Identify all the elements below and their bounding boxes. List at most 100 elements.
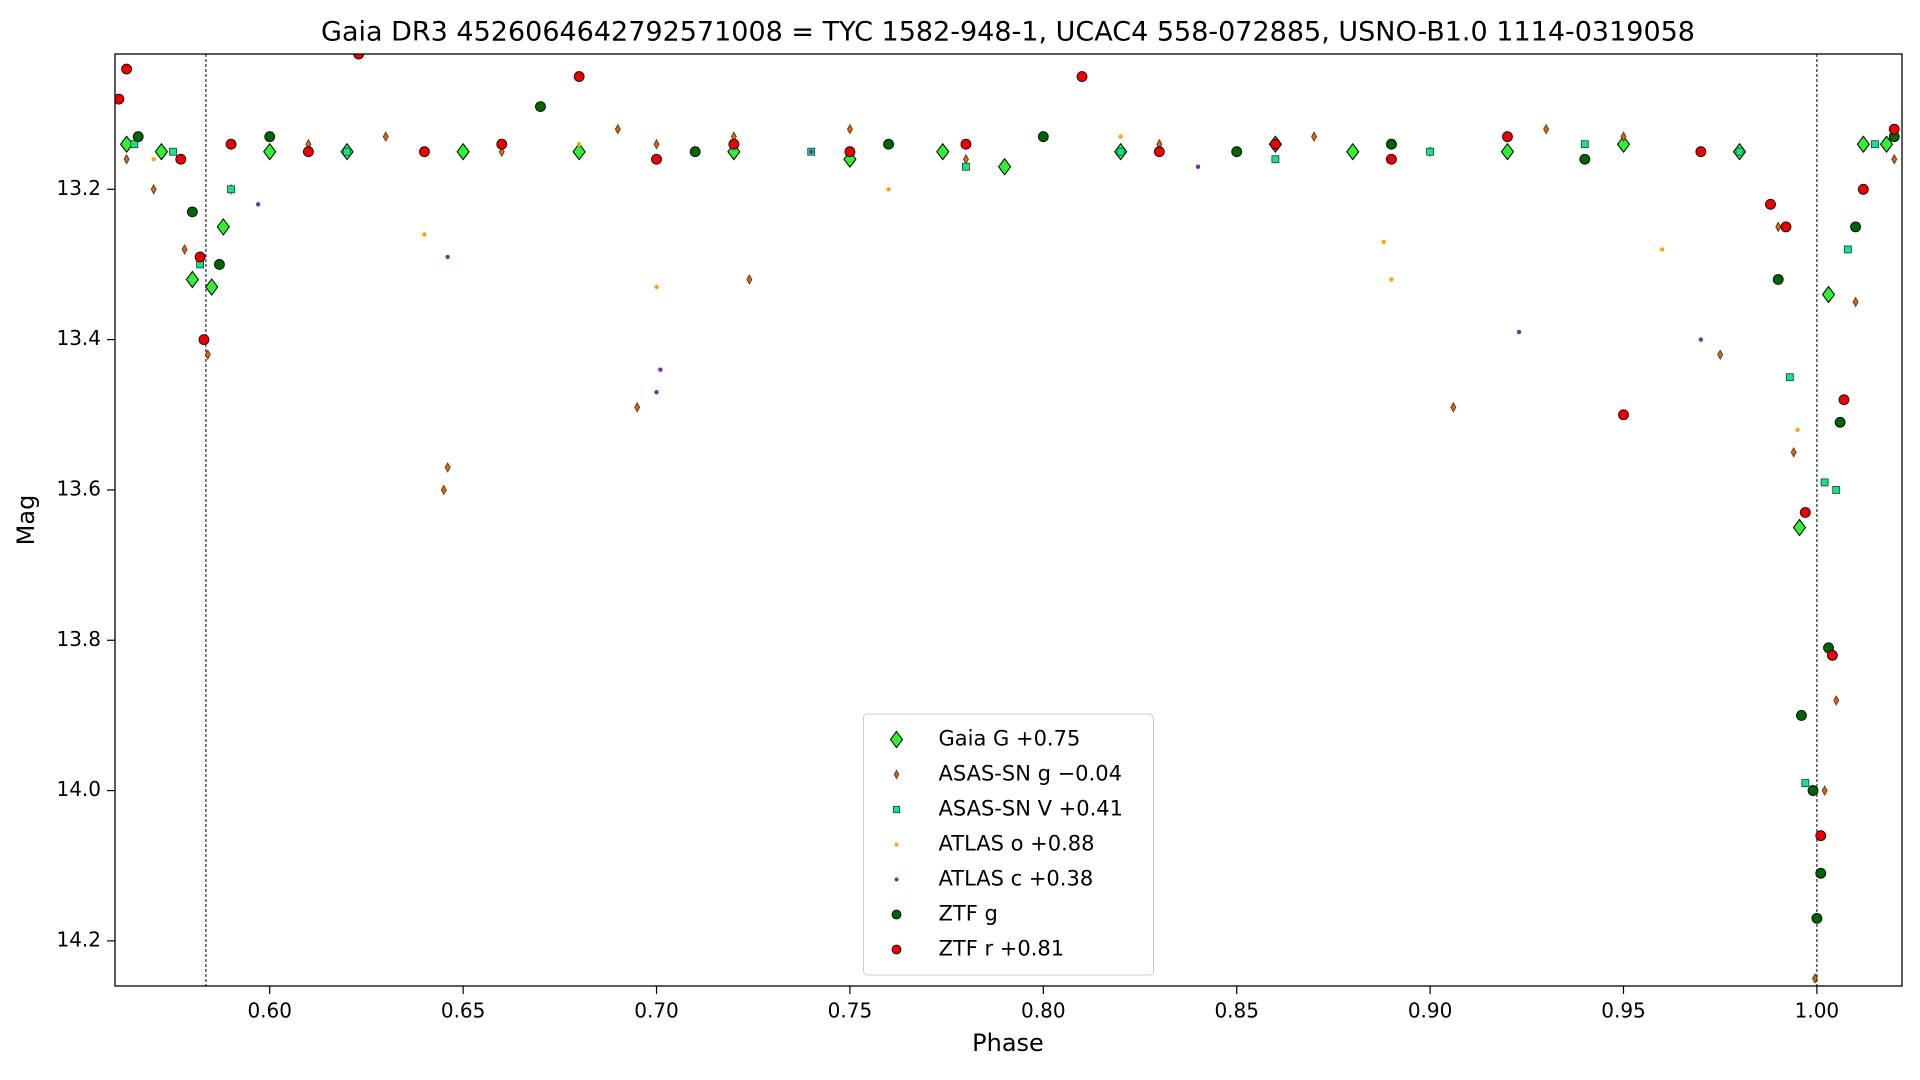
marker-dot — [1195, 164, 1201, 169]
marker-thin-diamond — [1891, 153, 1898, 165]
x-tick-label: 0.60 — [247, 999, 292, 1023]
marker-square — [1426, 147, 1435, 156]
marker-circle — [1386, 153, 1397, 165]
marker-dot — [1381, 239, 1386, 245]
marker-thin-diamond — [1543, 123, 1550, 135]
marker-circle — [1618, 409, 1629, 421]
marker-circle — [891, 909, 902, 920]
marker-circle — [175, 153, 187, 165]
marker-square — [227, 185, 235, 194]
marker-circle — [1815, 867, 1827, 879]
marker-diamond — [572, 142, 586, 161]
marker-circle — [264, 131, 276, 143]
marker-circle — [1826, 649, 1838, 661]
marker-diamond — [1616, 135, 1631, 154]
marker-thin-diamond — [634, 401, 641, 413]
legend-label: ATLAS c +0.38 — [939, 867, 1094, 891]
chart-title: Gaia DR3 4526064642792571008 = TYC 1582-… — [321, 17, 1695, 48]
legend-box — [863, 713, 1154, 976]
x-tick-label: 0.95 — [1601, 999, 1646, 1023]
marker-thin-diamond — [893, 769, 900, 780]
marker-circle — [1579, 153, 1591, 165]
marker-thin-diamond — [1852, 296, 1859, 308]
marker-circle — [1765, 198, 1776, 210]
marker-square — [892, 805, 901, 814]
marker-square — [962, 162, 970, 171]
marker-dot — [1698, 337, 1704, 342]
marker-thin-diamond — [614, 123, 621, 135]
marker-thin-diamond — [498, 146, 505, 158]
y-tick-label: 13.2 — [56, 176, 101, 200]
marker-diamond — [205, 278, 219, 296]
marker-thin-diamond — [440, 484, 447, 496]
marker-circle — [535, 101, 546, 113]
marker-dot — [151, 157, 156, 162]
marker-diamond — [185, 270, 199, 289]
marker-diamond — [154, 142, 169, 161]
marker-thin-diamond — [653, 138, 660, 150]
marker-dot — [654, 284, 659, 290]
marker-circle — [1807, 785, 1819, 796]
marker-square — [1832, 486, 1841, 494]
marker-circle — [728, 138, 740, 150]
marker-square — [1271, 155, 1280, 164]
marker-square — [130, 140, 139, 149]
marker-circle — [214, 259, 225, 270]
marker-square — [1735, 147, 1744, 156]
marker-circle — [1796, 710, 1807, 721]
marker-circle — [194, 251, 206, 263]
marker-dot — [1659, 247, 1665, 252]
marker-circle — [1269, 138, 1281, 150]
marker-square — [1871, 140, 1879, 149]
marker-diamond — [998, 157, 1012, 176]
marker-circle — [1386, 138, 1397, 150]
x-tick-label: 1.00 — [1795, 999, 1840, 1023]
x-tick-label: 0.90 — [1408, 999, 1453, 1023]
marker-circle — [1834, 416, 1846, 428]
marker-circle — [960, 138, 972, 150]
marker-thin-diamond — [382, 131, 389, 143]
marker-circle — [1888, 123, 1900, 135]
marker-square — [343, 147, 351, 156]
legend-label: Gaia G +0.75 — [939, 727, 1081, 751]
marker-circle — [302, 146, 314, 158]
marker-square — [169, 147, 177, 156]
marker-circle — [121, 63, 133, 75]
marker-diamond — [1856, 135, 1870, 154]
plot-area — [115, 54, 1900, 984]
x-tick-label: 0.85 — [1214, 999, 1259, 1023]
marker-dot — [658, 367, 663, 372]
marker-square — [1801, 779, 1810, 787]
x-tick-label: 0.65 — [441, 999, 486, 1023]
marker-circle — [115, 93, 125, 105]
marker-diamond — [263, 142, 277, 161]
marker-circle — [1076, 71, 1088, 82]
legend-label: ASAS-SN V +0.41 — [939, 797, 1123, 821]
marker-thin-diamond — [123, 153, 130, 165]
marker-dot — [894, 877, 899, 882]
marker-circle — [225, 138, 237, 150]
marker-dot — [809, 149, 814, 154]
marker-circle — [1838, 394, 1850, 406]
marker-circle — [1799, 507, 1811, 518]
marker-thin-diamond — [1717, 349, 1724, 360]
marker-diamond — [889, 730, 904, 749]
y-tick-label: 13.8 — [56, 627, 101, 651]
marker-dot — [1516, 329, 1522, 335]
marker-thin-diamond — [1790, 447, 1797, 458]
y-axis-label: Mag — [12, 495, 40, 546]
marker-dot — [422, 232, 427, 237]
marker-circle — [1772, 274, 1784, 285]
marker-thin-diamond — [1311, 131, 1318, 143]
marker-thin-diamond — [1775, 221, 1782, 233]
marker-circle — [419, 146, 430, 158]
marker-square — [1580, 140, 1589, 149]
marker-circle — [1502, 131, 1513, 143]
x-tick-label: 0.80 — [1021, 999, 1066, 1023]
marker-circle — [651, 153, 662, 165]
marker-thin-diamond — [846, 123, 853, 135]
marker-thin-diamond — [1812, 973, 1818, 984]
marker-diamond — [456, 142, 470, 161]
plot-frame — [114, 53, 1903, 987]
marker-dot — [654, 390, 659, 395]
